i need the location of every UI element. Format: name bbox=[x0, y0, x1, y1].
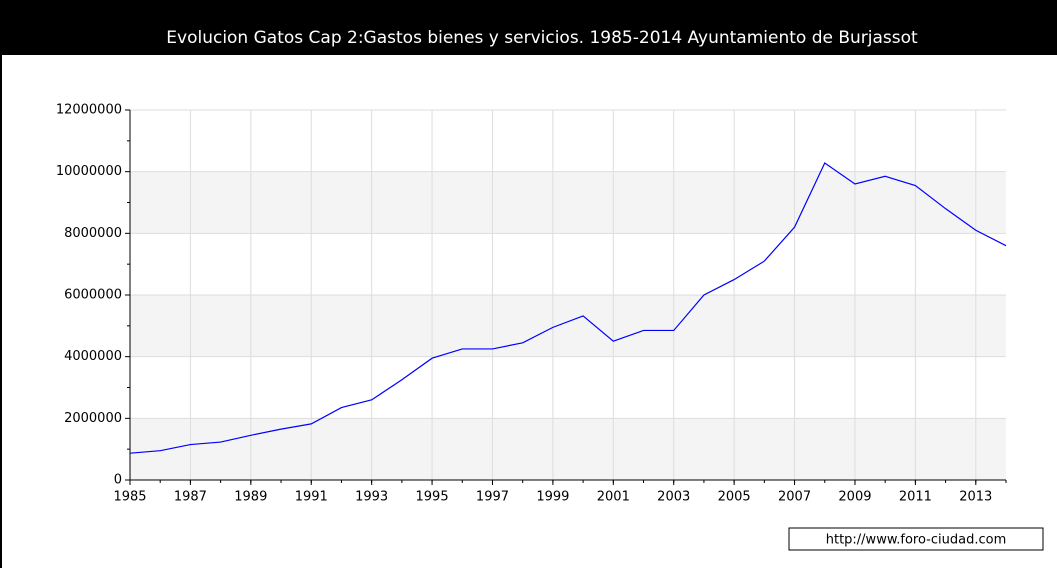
x-tick-label: 1985 bbox=[113, 490, 146, 505]
x-tick-label: 2007 bbox=[778, 490, 811, 505]
x-tick-label: 2003 bbox=[657, 490, 690, 505]
x-tick-label: 2011 bbox=[899, 490, 932, 505]
y-tick-label: 0 bbox=[114, 473, 122, 488]
grid-band bbox=[130, 171, 1006, 234]
y-tick-label: 6000000 bbox=[64, 288, 122, 303]
x-tick-label: 1993 bbox=[355, 490, 388, 505]
source-box bbox=[788, 527, 1044, 551]
y-tick-label: 12000000 bbox=[56, 103, 122, 118]
x-tick-label: 2005 bbox=[718, 490, 751, 505]
y-tick-label: 2000000 bbox=[64, 411, 122, 426]
x-tick-label: 2013 bbox=[959, 490, 992, 505]
y-tick-label: 8000000 bbox=[64, 226, 122, 241]
y-tick-label: 4000000 bbox=[64, 349, 122, 364]
x-tick-label: 2001 bbox=[597, 490, 630, 505]
grid-band bbox=[130, 418, 1006, 480]
x-tick-label: 1995 bbox=[416, 490, 449, 505]
data-line bbox=[129, 162, 1007, 454]
x-tick-label: 1989 bbox=[234, 490, 267, 505]
grid-band bbox=[130, 295, 1006, 357]
x-tick-label: 1999 bbox=[536, 490, 569, 505]
x-tick-label: 1997 bbox=[476, 490, 509, 505]
y-tick-label: 10000000 bbox=[56, 164, 122, 179]
x-tick-label: 1987 bbox=[174, 490, 207, 505]
x-tick-label: 1991 bbox=[295, 490, 328, 505]
title-bar bbox=[0, 0, 1057, 55]
source-label: http://www.foro-ciudad.com bbox=[826, 533, 1007, 548]
chart-title: Evolucion Gatos Cap 2:Gastos bienes y se… bbox=[166, 28, 918, 48]
x-tick-label: 2009 bbox=[838, 490, 871, 505]
